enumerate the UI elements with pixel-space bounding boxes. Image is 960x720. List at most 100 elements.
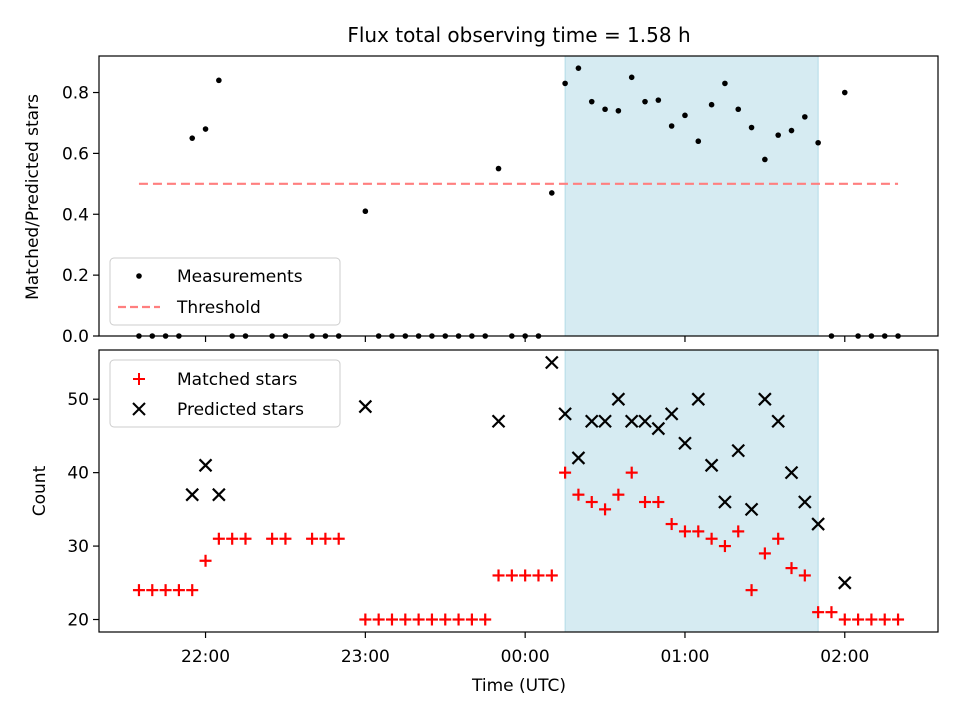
matched-star-point [599, 503, 612, 516]
bottom-x-ticks: 22:00 23:00 00:00 01:00 02:00 [181, 632, 869, 667]
matched-star-point [665, 518, 678, 531]
predicted-star-point [651, 421, 666, 436]
predicted-star-point [198, 458, 213, 473]
y-tick-label: 0.2 [62, 266, 89, 286]
predicted-star-point [584, 414, 599, 429]
legend-matched-label: Matched stars [177, 370, 297, 390]
measurement-point [668, 123, 675, 129]
y-tick-label: 30 [67, 537, 89, 557]
matched-star-point [812, 606, 825, 619]
matched-star-point [505, 569, 518, 582]
matched-star-point [572, 488, 585, 501]
predicted-star-point [571, 451, 586, 465]
measurement-point [588, 98, 595, 105]
matched-star-point [519, 569, 532, 582]
measurement-point [802, 114, 808, 120]
matched-star-point [172, 584, 185, 597]
x-tick-label: 00:00 [501, 647, 550, 667]
y-tick-label: 0.0 [62, 327, 89, 347]
matched-star-point [678, 525, 691, 538]
measurement-point [682, 112, 688, 119]
matched-star-point [772, 532, 785, 545]
x-tick-label: 02:00 [820, 647, 869, 667]
measurement-point [495, 165, 502, 172]
predicted-star-point [691, 392, 706, 406]
top-legend-box [109, 257, 341, 326]
predicted-star-point [731, 443, 746, 458]
matched-star-point [279, 532, 292, 545]
measurement-point [216, 77, 222, 84]
matched-star-point [319, 532, 332, 545]
matched-star-point [266, 532, 279, 545]
matched-star-point [559, 466, 572, 479]
matched-star-point [132, 584, 145, 597]
predicted-star-point [718, 495, 732, 509]
bottom-y-axis-label: Count [30, 465, 50, 516]
predicted-star-point [837, 576, 852, 590]
matched-star-point [705, 532, 718, 545]
matched-star-point [692, 525, 705, 538]
legend-matched-marker [133, 373, 145, 385]
predicted-star-point [558, 407, 572, 421]
matched-star-point [838, 613, 851, 626]
predicted-star-point [744, 502, 759, 517]
predicted-star-point [611, 392, 626, 406]
predicted-star-point [638, 414, 652, 429]
matched-star-point [385, 613, 398, 626]
matched-star-point [439, 613, 452, 626]
measurement-point [722, 80, 728, 87]
matched-star-point [425, 613, 438, 626]
y-tick-label: 40 [67, 464, 89, 484]
matched-star-point [452, 613, 465, 626]
bottom-highlight-span [564, 349, 819, 633]
y-tick-label: 0.4 [62, 205, 89, 225]
predicted-star-point [758, 392, 772, 406]
matched-star-point [545, 569, 558, 582]
x-tick-label: 22:00 [181, 647, 230, 667]
bottom-axes-frame [98, 349, 939, 633]
predicted-star-point [811, 517, 825, 531]
measurement-point [548, 190, 555, 196]
matched-star-point [798, 569, 811, 582]
matched-star-point [146, 584, 159, 597]
predicted-star-point [358, 399, 373, 414]
predicted-star-point [664, 407, 679, 421]
predicted-star-point [545, 355, 559, 370]
matched-star-point [878, 613, 891, 626]
y-tick-label: 20 [67, 611, 89, 631]
predicted-star-point [624, 414, 639, 429]
matched-stars-points [132, 466, 905, 626]
predicted-star-point [798, 495, 812, 509]
legend-measurements-label: Measurements [177, 267, 303, 287]
matched-star-point [465, 613, 478, 626]
top-y-ticks: 0.0 0.2 0.4 0.6 0.8 [62, 84, 99, 347]
legend-predicted-marker [132, 402, 146, 416]
bottom-legend-box [109, 359, 341, 428]
measurement-point [695, 138, 702, 145]
matched-star-point [399, 613, 412, 626]
legend-threshold-label: Threshold [176, 298, 261, 318]
measurement-point [575, 65, 582, 71]
measurement-point [202, 126, 209, 132]
x-tick-label: 23:00 [341, 647, 390, 667]
matched-star-point [372, 613, 385, 626]
matched-star-point [639, 496, 652, 509]
measurement-point [788, 127, 795, 134]
matched-star-point [479, 613, 492, 626]
measurement-point [775, 132, 781, 138]
predicted-star-point [784, 465, 799, 480]
measurement-point [189, 135, 196, 141]
y-tick-label: 50 [67, 390, 89, 410]
top-y-axis-label: Matched/Predicted stars [23, 94, 43, 300]
matched-star-point [492, 569, 505, 582]
measurement-point [362, 208, 369, 215]
predicted-star-point [678, 436, 692, 451]
measurement-point [628, 74, 635, 81]
matched-star-point [332, 532, 345, 545]
y-tick-label: 0.8 [62, 84, 89, 104]
measurement-point [748, 124, 755, 131]
matched-star-point [652, 496, 665, 509]
predicted-star-point [212, 487, 226, 502]
matched-star-point [212, 532, 225, 545]
